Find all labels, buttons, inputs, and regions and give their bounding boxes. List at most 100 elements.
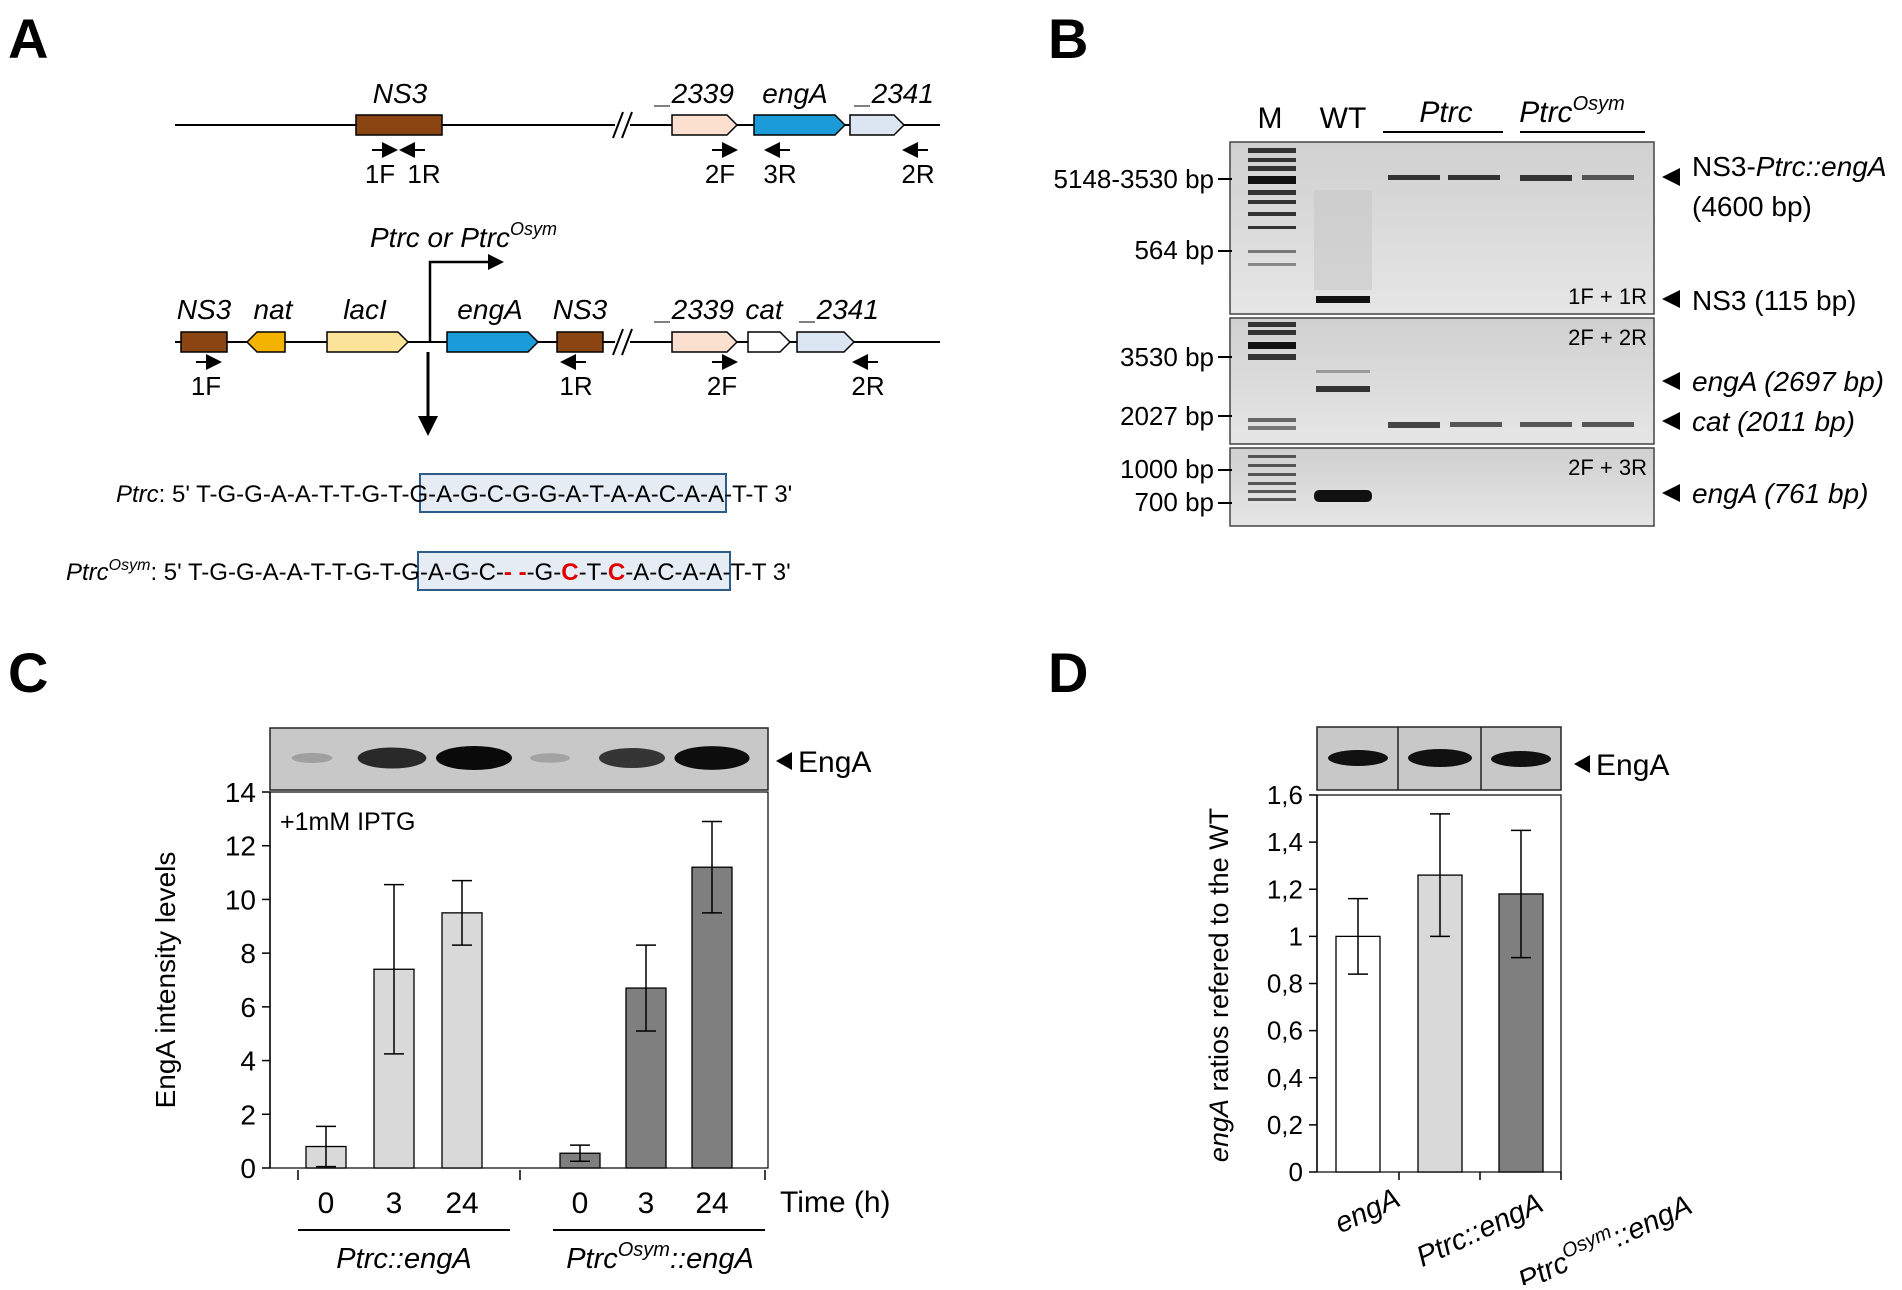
seq-osym: PtrcOsym: 5' T-G-G-A-A-T-T-G-T-G-A-G-C--… [66, 557, 791, 586]
track1-enga-gene [753, 114, 847, 136]
seq-osym-mutation-2: C [608, 559, 625, 586]
track1-enga-label: engA [762, 78, 827, 109]
panel-d-y-tick-label: 0,8 [1267, 969, 1303, 999]
panel-d-cat-label-1: engA [1330, 1182, 1405, 1240]
track1-2339-label: _2339 [653, 78, 734, 109]
gel-1-primers: 1F + 1R [1568, 284, 1647, 309]
panel-d-bar [1335, 935, 1381, 1173]
track2-enga-label: engA [457, 294, 522, 325]
track2-2339-gene [671, 331, 739, 353]
promoter-label: Ptrc or PtrcOsym [370, 219, 557, 253]
panel-c-y-tick-label: 2 [240, 1099, 256, 1130]
panel-d-blot-bands [1328, 749, 1551, 767]
seq-osym-deletion: - - [504, 559, 527, 586]
panel-d-y-tick-label: 0,2 [1267, 1110, 1303, 1140]
track1-primer-1r: 1R [407, 159, 440, 189]
gel-1 [1229, 141, 1655, 315]
panel-c-blot-arrow [776, 752, 792, 770]
track1-primer-2r: 2R [901, 159, 934, 189]
track1-primer-1f: 1F [365, 159, 395, 189]
osym-box [417, 551, 731, 591]
lane-label-ptrc: Ptrc [1419, 96, 1472, 129]
gel-1-band-115: NS3 (115 bp) [1692, 285, 1856, 316]
track2-enga-gene [446, 331, 540, 353]
track2-ns3-gene-left [180, 331, 228, 353]
track1-primer-2f: 2F [705, 159, 735, 189]
gel-3 [1229, 447, 1655, 527]
track2-primer-2r: 2R [851, 371, 884, 401]
promoter-arrow-head [488, 254, 504, 270]
panel-c-y-label: EngA intensity levels [150, 852, 181, 1109]
panel-d-y-tick-label: 0,4 [1267, 1063, 1303, 1093]
promoter-superscript: Osym [510, 219, 557, 239]
gel-2-band-2697: engA (2697 bp) [1692, 366, 1884, 397]
panel-letter-c: C [8, 641, 48, 704]
track1-ns3-label: NS3 [373, 78, 428, 109]
panel-c-y-tick-label: 4 [240, 1046, 256, 1077]
track2-2341-gene [796, 331, 856, 353]
panel-d-cat-label-2: Ptrc::engA [1412, 1187, 1548, 1273]
lane-label-wt: WT [1320, 102, 1367, 135]
track2-laci-label: lacI [343, 294, 387, 325]
panel-c-bar [691, 866, 733, 1169]
gel-3-wt-enga-band [1314, 490, 1372, 502]
panel-d-bars [1335, 813, 1562, 1180]
panel-d-y-tick-label: 0,6 [1267, 1016, 1303, 1046]
panel-c-y-tick-label: 12 [225, 831, 256, 862]
gel-2-band-2011: cat (2011 bp) [1692, 406, 1855, 437]
panel-a-gene-maps: NS3 _2339 engA _2341 1F 1R 2F 3R 2R Ptrc… [175, 78, 940, 436]
panel-c-blot-band [674, 746, 750, 770]
panel-b-gels: M WT Ptrc PtrcOsym 1F + 1R 5148-3530 bp … [1054, 93, 1887, 527]
panel-d-y-tick-label: 1,6 [1267, 780, 1303, 810]
panel-c-y-tick-label: 14 [225, 777, 256, 808]
gel-3-arrow-761 [1662, 484, 1680, 502]
track1-break-left [612, 111, 624, 139]
track2-primer-1r: 1R [559, 371, 592, 401]
promoter-arrow [428, 260, 490, 342]
track2-ns3-label-right: NS3 [553, 294, 608, 325]
panel-c-y-tick-label: 6 [240, 992, 256, 1023]
track1-primer-3r: 3R [763, 159, 796, 189]
panel-letter-a: A [8, 7, 48, 70]
panel-d: EngA 0 0,2 0,4 0,6 0,8 1 1,2 1,4 1,6 engA ratios… [1204, 726, 1697, 1290]
gel-1-large-bands [1388, 175, 1634, 181]
panel-c-bars: 0 3 24 0 3 24 [297, 820, 766, 1220]
panel-d-blot-label: EngA [1596, 749, 1669, 782]
lane-label-osym: PtrcOsym [1519, 93, 1625, 129]
gel-3-marker-1000: 1000 bp [1120, 454, 1214, 484]
gel-3-ladder [1248, 455, 1296, 501]
gel-1-arrow-115 [1662, 290, 1680, 308]
panel-c-blot-label: EngA [798, 746, 871, 779]
lane-label-m: M [1258, 102, 1283, 135]
track2-break-left [612, 328, 624, 356]
panel-c-x-unit: Time (h) [780, 1186, 891, 1219]
zoom-down-arrow-head [418, 416, 438, 436]
panel-c-y-tick-label: 8 [240, 938, 256, 969]
gel-1-arrow-4600 [1662, 168, 1680, 186]
gel-1-marker-564: 564 bp [1134, 235, 1214, 265]
gel-2-cat-bands [1388, 422, 1634, 428]
panel-c-x-tick-label: 3 [386, 1187, 403, 1220]
track2-nat-label: nat [254, 294, 294, 325]
track1-2339-gene [671, 114, 739, 136]
panel-c-x-tick-label: 0 [572, 1187, 589, 1220]
panel-d-y-tick-label: 1,2 [1267, 874, 1303, 904]
panel-c-blot-band [291, 753, 333, 763]
track1-ns3-gene [355, 114, 443, 136]
panel-c-annotation: +1mM IPTG [280, 808, 415, 836]
panel-c-y-axis: 0 2 4 6 8 10 12 14 [225, 777, 271, 1184]
panel-letter-b: B [1048, 7, 1088, 70]
gel-1-ladder [1248, 148, 1296, 266]
track2-laci-gene [326, 331, 410, 353]
track2-primer-1f: 1F [191, 371, 221, 401]
track2-ns3-gene-right [556, 331, 604, 353]
panel-c-y-tick-label: 0 [240, 1153, 256, 1184]
gel-1-marker-5148: 5148-3530 bp [1054, 164, 1214, 194]
sequence-comparison: Ptrc: 5' T-G-G-A-A-T-T-G-T-G-A-G-C-G-G-A… [66, 473, 792, 591]
gel-1-band-4600-size: (4600 bp) [1692, 191, 1812, 222]
panel-d-y-label: engA ratios refered to the WT [1204, 808, 1234, 1162]
panel-c-blot-band [357, 747, 427, 769]
panel-c-group1-label: Ptrc::engA [336, 1243, 471, 1275]
